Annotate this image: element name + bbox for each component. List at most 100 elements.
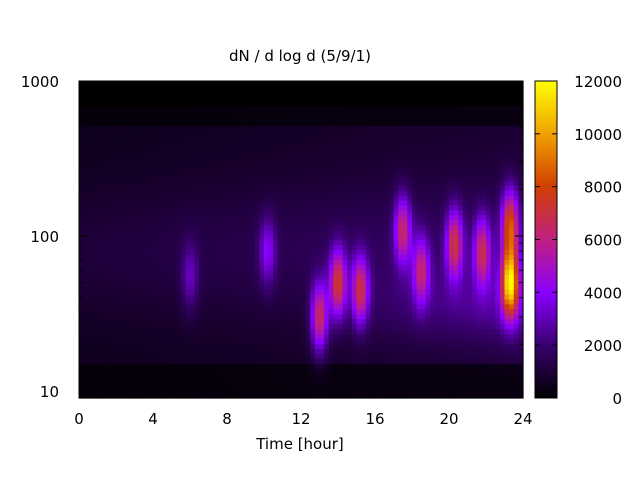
heatmap-cell [347,160,353,166]
heatmap-cell [398,145,404,151]
heatmap-cell [236,229,242,236]
heatmap-cell [88,115,94,122]
heatmap-cell [222,160,228,166]
heatmap-cell [97,85,103,92]
heatmap-cell [421,85,427,92]
heatmap-cell [305,383,311,389]
heatmap-cell [217,293,223,300]
heatmap-cell [139,120,145,127]
heatmap-cell [370,150,376,156]
heatmap-cell [430,259,436,265]
heatmap-cell [222,180,228,186]
heatmap-cell [92,284,99,290]
heatmap-cell [319,368,325,374]
heatmap-cell [305,125,311,132]
heatmap-cell [384,388,390,394]
heatmap-cell [287,353,293,359]
heatmap-cell [139,165,145,171]
heatmap-cell [194,85,200,92]
heatmap-cell [190,293,196,300]
heatmap-cell [328,274,334,280]
heatmap-cell [305,289,311,295]
heatmap-cell [370,318,376,325]
heatmap-cell [139,229,145,236]
heatmap-cell [351,189,358,196]
heatmap-cell [268,170,274,176]
heatmap-cell [180,130,186,137]
heatmap-cell [231,189,237,196]
heatmap-cell [153,194,159,201]
heatmap-cell [291,150,297,156]
heatmap-cell [79,189,85,196]
heatmap-cell [180,165,186,171]
heatmap-cell [102,269,108,275]
heatmap-cell [291,130,297,137]
heatmap-cell [402,353,408,359]
heatmap-cell [287,368,293,374]
heatmap-cell [365,194,371,201]
heatmap-cell [134,378,140,384]
heatmap-cell [143,368,149,374]
heatmap-cell [379,318,385,325]
heatmap-cell [240,145,247,151]
heatmap-cell [301,383,307,389]
heatmap-cell [379,170,385,176]
heatmap-cell [217,393,223,399]
heatmap-cell [92,165,99,171]
heatmap-cell [421,358,427,364]
heatmap-cell [351,214,358,221]
heatmap-cell [129,110,136,117]
heatmap-cell [190,328,196,335]
heatmap-cell [435,214,441,221]
heatmap-cell [185,224,191,231]
heatmap-cell [231,100,237,107]
heatmap-cell [106,185,112,191]
heatmap-cell [111,85,117,92]
heatmap-cell [134,180,140,186]
heatmap-cell [153,219,159,226]
heatmap-cell [194,180,200,186]
heatmap-cell [347,383,353,389]
heatmap-cell [217,348,223,355]
heatmap-cell [342,254,348,260]
heatmap-cell [435,383,441,389]
heatmap-cell [305,100,311,107]
heatmap-cell [116,185,122,191]
heatmap-cell [148,388,154,394]
heatmap-cell [194,145,200,151]
heatmap-cell [231,249,237,255]
heatmap-cell [282,323,288,330]
heatmap-cell [92,338,99,345]
heatmap-cell [347,289,353,295]
heatmap-cell [125,110,131,117]
heatmap-cell [412,239,418,246]
heatmap-cell [379,185,385,191]
heatmap-cell [338,209,344,216]
heatmap-cell [148,140,154,146]
heatmap-cell [92,368,99,374]
heatmap-cell [421,254,427,260]
heatmap-cell [338,165,344,171]
heatmap-cell [259,95,265,102]
heatmap-cell [356,293,362,300]
heatmap-cell [102,165,108,171]
heatmap-cell [287,293,293,300]
heatmap-cell [333,135,339,142]
heatmap-cell [430,383,436,389]
heatmap-cell [199,343,205,350]
heatmap-cell [412,105,418,112]
heatmap-cell [324,130,330,137]
heatmap-cell [370,105,376,112]
heatmap-cell [208,264,214,270]
heatmap-cell [236,234,242,241]
heatmap-cell [361,318,367,325]
heatmap-cell [213,308,219,315]
heatmap-cell [398,298,404,305]
heatmap-cell [97,269,103,275]
heatmap-cell [227,393,233,399]
heatmap-cell [287,145,293,151]
heatmap-cell [264,323,270,330]
heatmap-cell [250,85,256,92]
heatmap-cell [106,274,112,280]
heatmap-cell [217,269,223,275]
